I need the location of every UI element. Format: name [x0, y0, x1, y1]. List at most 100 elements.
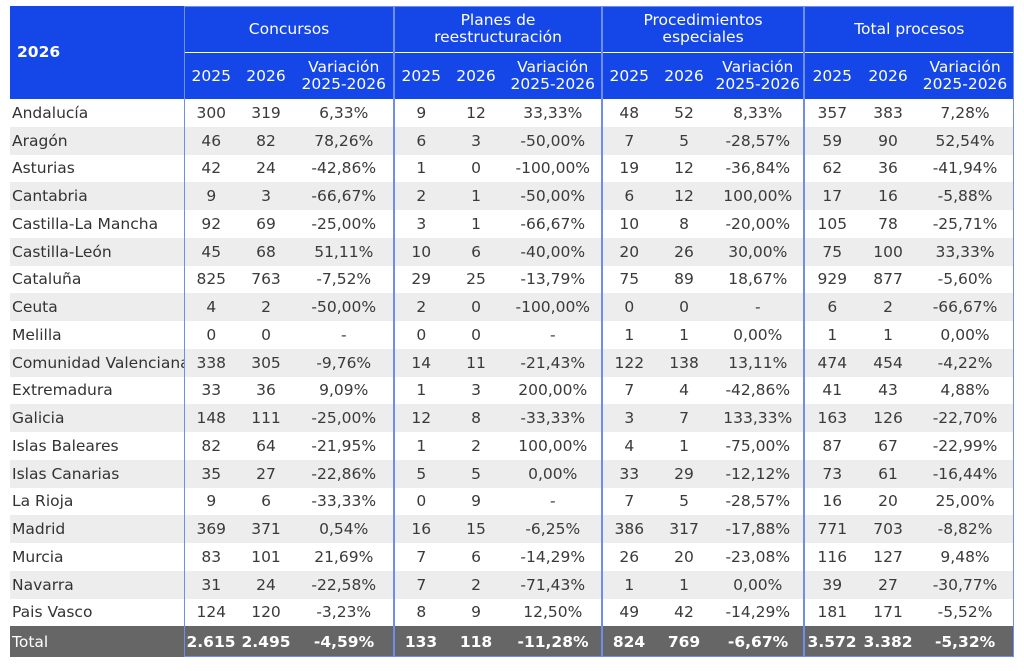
table-cell: -40,00%	[504, 237, 603, 266]
table-cell: -21,43%	[504, 348, 603, 377]
table-row: Castilla-La Mancha 92 69 -25,00% 3 1 -66,67% 10…	[10, 210, 1015, 238]
table-cell: 0	[448, 321, 505, 349]
table-cell: 35	[183, 459, 238, 488]
table-cell: 133,33%	[712, 404, 805, 432]
subheader-cell: 2025	[803, 52, 861, 99]
region-name: Murcia	[10, 543, 184, 571]
region-name: Galicia	[10, 404, 184, 432]
table-cell: 89	[656, 265, 713, 294]
table-cell: 0	[448, 154, 505, 183]
region-name: Comunidad Valenciana	[10, 348, 184, 377]
table-cell: 75	[601, 265, 657, 294]
subheader-cell: Variación 2025-2026	[504, 52, 603, 99]
total-cell: 3.382	[860, 626, 917, 658]
total-cell: 3.572	[804, 626, 861, 658]
table-cell: 31	[183, 570, 238, 599]
table-cell: -33,33%	[504, 404, 603, 432]
table-cell: 163	[803, 404, 861, 432]
table-cell: 138	[656, 348, 713, 377]
table-cell: 9,48%	[916, 543, 1015, 571]
subheader-cell: Variación 2025-2026	[294, 52, 395, 99]
table-cell: -	[504, 487, 603, 516]
table-cell: -22,86%	[294, 459, 395, 488]
table-cell: 12,50%	[504, 598, 603, 627]
table-cell: -14,29%	[712, 598, 805, 627]
subheader-row: 2025 2026 Variación 2025-2026 2025 2026 Varia…	[10, 52, 1015, 99]
table-cell: -42,86%	[294, 154, 395, 183]
table-cell: 0	[238, 321, 294, 349]
table-cell: 20	[860, 487, 917, 516]
table-cell: -5,60%	[916, 265, 1015, 294]
group-header-concursos: Concursos	[183, 6, 395, 53]
table-cell: 18,67%	[712, 265, 805, 294]
table-cell: 4,88%	[916, 376, 1015, 405]
table-cell: -5,88%	[916, 182, 1015, 210]
region-name: Castilla-La Mancha	[10, 210, 184, 238]
table-cell: -50,00%	[504, 126, 603, 155]
table-cell: 0,00%	[712, 321, 805, 349]
table-cell: 90	[860, 126, 917, 155]
table-cell: 357	[803, 99, 861, 127]
table-cell: 1	[393, 154, 449, 183]
table-cell: 39	[803, 570, 861, 599]
total-cell: 2.615	[184, 626, 238, 658]
region-name: Extremadura	[10, 376, 184, 405]
region-name: La Rioja	[10, 487, 184, 516]
table-cell: 42	[656, 598, 713, 627]
table-cell: -66,67%	[916, 293, 1015, 321]
table-cell: 1	[656, 432, 713, 460]
table-cell: 82	[183, 432, 238, 460]
table-cell: 300	[183, 99, 238, 127]
table-cell: -71,43%	[504, 570, 603, 599]
table-cell: 0	[656, 293, 713, 321]
table-cell: 0,00%	[504, 459, 603, 488]
table-cell: 25,00%	[916, 487, 1015, 516]
table-cell: 116	[803, 543, 861, 571]
table-cell: 371	[238, 515, 294, 543]
table-cell: 8	[393, 598, 449, 627]
table-cell: -3,23%	[294, 598, 395, 627]
region-name: Madrid	[10, 515, 184, 543]
table-cell: 62	[803, 154, 861, 183]
total-cell: 2.495	[238, 626, 294, 658]
total-cell: 118	[448, 626, 505, 658]
group-header-planes: Planes de reestructuración	[393, 6, 603, 53]
table-cell: 825	[183, 265, 238, 294]
table-cell: 877	[860, 265, 917, 294]
table-cell: 16	[803, 487, 861, 516]
table-row: Ceuta 4 2 -50,00% 2 0 -100,00% 0 0-6 2 -66,67%	[10, 293, 1015, 321]
table-cell: 19	[601, 154, 657, 183]
table-cell: 1	[393, 376, 449, 405]
table-cell: -100,00%	[504, 154, 603, 183]
table-cell: 33,33%	[916, 237, 1015, 266]
table-cell: 59	[803, 126, 861, 155]
table-cell: 52,54%	[916, 126, 1015, 155]
table-cell: 13,11%	[712, 348, 805, 377]
table-cell: 69	[238, 210, 294, 238]
table-cell: 200,00%	[504, 376, 603, 405]
table-cell: -36,84%	[712, 154, 805, 183]
table-cell: 24	[238, 570, 294, 599]
region-name: Cataluña	[10, 265, 184, 294]
table-cell: 7	[393, 570, 449, 599]
table-cell: 7	[601, 376, 657, 405]
table-cell: 6	[448, 237, 505, 266]
table-cell: 82	[238, 126, 294, 155]
table-cell: -22,99%	[916, 432, 1015, 460]
table-cell: 1	[448, 210, 505, 238]
table-cell: 383	[860, 99, 917, 127]
region-name: Aragón	[10, 126, 184, 155]
table-cell: 100,00%	[712, 182, 805, 210]
table-cell: -25,00%	[294, 210, 395, 238]
subheader-cell: 2025	[601, 52, 657, 99]
table-row: Comunidad Valenciana 338 305 -9,76% 14 11 -21,…	[10, 348, 1015, 377]
table-cell: -9,76%	[294, 348, 395, 377]
table-cell: -100,00%	[504, 293, 603, 321]
table-row: Extremadura 33 36 9,09% 1 3 200,00% 7 4 -42,86% 41…	[10, 376, 1015, 405]
table-cell: 100,00%	[504, 432, 603, 460]
table-cell: 2	[860, 293, 917, 321]
table-cell: 36	[860, 154, 917, 183]
table-cell: 122	[601, 348, 657, 377]
table-cell: 0,00%	[712, 570, 805, 599]
